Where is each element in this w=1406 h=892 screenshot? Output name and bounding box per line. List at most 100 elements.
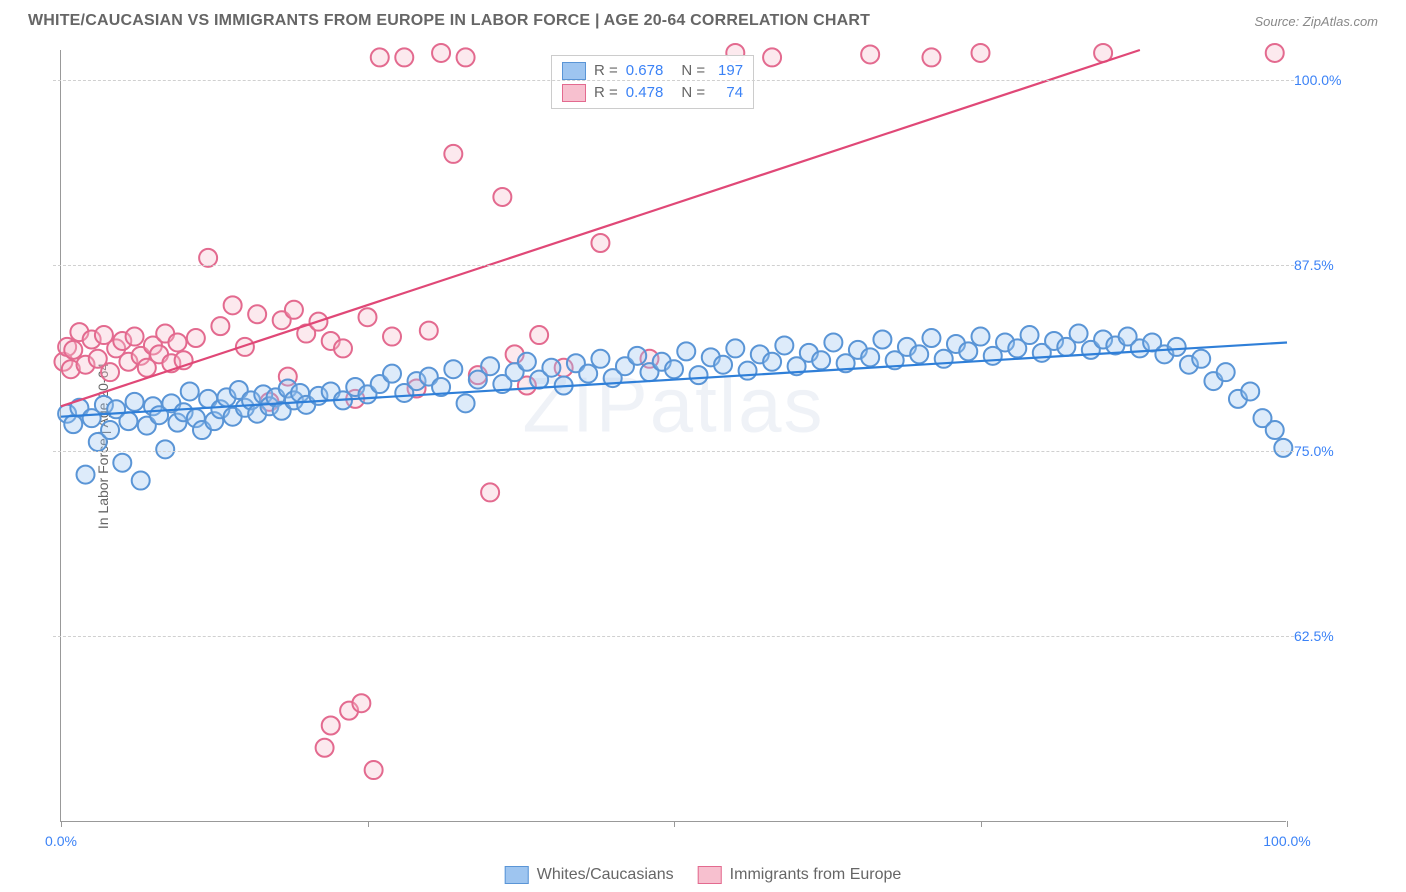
scatter-point xyxy=(922,48,940,66)
scatter-point xyxy=(352,694,370,712)
scatter-point xyxy=(248,305,266,323)
scatter-point xyxy=(1241,382,1259,400)
scatter-point xyxy=(432,44,450,62)
scatter-point xyxy=(1274,439,1292,457)
correlation-legend: R = 0.678N = 197R = 0.478N = 74 xyxy=(551,55,754,109)
scatter-point xyxy=(1266,421,1284,439)
x-tick-mark xyxy=(368,821,369,827)
source-label: Source: ZipAtlas.com xyxy=(1254,14,1378,29)
chart-container: In Labor Force | Age 20-64 ZIPatlas R = … xyxy=(40,50,1386,842)
scatter-point xyxy=(132,472,150,490)
scatter-point xyxy=(444,360,462,378)
scatter-point xyxy=(383,365,401,383)
x-tick-label: 0.0% xyxy=(45,833,77,849)
y-tick-label: 87.5% xyxy=(1294,257,1354,273)
scatter-point xyxy=(1192,350,1210,368)
legend-label: Whites/Caucasians xyxy=(537,866,674,884)
scatter-point xyxy=(395,48,413,66)
scatter-point xyxy=(481,483,499,501)
scatter-point xyxy=(199,249,217,267)
scatter-point xyxy=(959,342,977,360)
scatter-point xyxy=(457,394,475,412)
scatter-point xyxy=(322,717,340,735)
r-label: R = xyxy=(594,82,618,104)
plot-area: ZIPatlas R = 0.678N = 197R = 0.478N = 74… xyxy=(60,50,1286,822)
scatter-point xyxy=(334,339,352,357)
n-label: N = xyxy=(681,82,705,104)
scatter-point xyxy=(187,329,205,347)
gridline xyxy=(53,636,1294,637)
scatter-point xyxy=(101,363,119,381)
legend-swatch xyxy=(562,84,586,102)
scatter-point xyxy=(530,326,548,344)
legend-item: Whites/Caucasians xyxy=(505,866,674,884)
scatter-point xyxy=(591,350,609,368)
scatter-point xyxy=(64,341,82,359)
scatter-point xyxy=(126,328,144,346)
correlation-row: R = 0.678N = 197 xyxy=(562,60,743,82)
scatter-point xyxy=(775,336,793,354)
scatter-point xyxy=(739,362,757,380)
chart-title: WHITE/CAUCASIAN VS IMMIGRANTS FROM EUROP… xyxy=(28,12,870,30)
scatter-point xyxy=(168,333,186,351)
scatter-point xyxy=(542,359,560,377)
scatter-point xyxy=(935,350,953,368)
scatter-point xyxy=(211,317,229,335)
scatter-point xyxy=(824,333,842,351)
x-tick-mark xyxy=(674,821,675,827)
scatter-point xyxy=(1217,363,1235,381)
legend-swatch xyxy=(505,866,529,884)
series-legend: Whites/Caucasians Immigrants from Europe xyxy=(505,866,902,884)
scatter-point xyxy=(677,342,695,360)
scatter-point xyxy=(457,48,475,66)
scatter-point xyxy=(812,351,830,369)
y-tick-label: 62.5% xyxy=(1294,628,1354,644)
x-tick-mark xyxy=(61,821,62,827)
scatter-point xyxy=(763,48,781,66)
gridline xyxy=(53,265,1294,266)
x-tick-mark xyxy=(981,821,982,827)
scatter-point xyxy=(126,393,144,411)
x-tick-label: 100.0% xyxy=(1263,833,1310,849)
scatter-point xyxy=(77,466,95,484)
scatter-point xyxy=(1168,338,1186,356)
scatter-point xyxy=(481,357,499,375)
scatter-point xyxy=(365,761,383,779)
scatter-point xyxy=(1021,326,1039,344)
y-tick-label: 100.0% xyxy=(1294,72,1354,88)
gridline xyxy=(53,451,1294,452)
scatter-point xyxy=(181,382,199,400)
r-value: 0.678 xyxy=(626,60,664,82)
legend-swatch xyxy=(698,866,722,884)
scatter-point xyxy=(1266,44,1284,62)
scatter-point xyxy=(113,454,131,472)
scatter-point xyxy=(371,48,389,66)
scatter-point xyxy=(922,329,940,347)
y-tick-label: 75.0% xyxy=(1294,443,1354,459)
scatter-point xyxy=(972,328,990,346)
scatter-point xyxy=(690,366,708,384)
scatter-point xyxy=(1070,325,1088,343)
scatter-point xyxy=(579,365,597,383)
legend-item: Immigrants from Europe xyxy=(698,866,902,884)
n-value: 74 xyxy=(713,82,743,104)
legend-swatch xyxy=(562,62,586,80)
scatter-point xyxy=(861,348,879,366)
x-tick-mark xyxy=(1287,821,1288,827)
n-value: 197 xyxy=(713,60,743,82)
scatter-point xyxy=(359,308,377,326)
n-label: N = xyxy=(681,60,705,82)
scatter-svg xyxy=(61,50,1286,821)
r-value: 0.478 xyxy=(626,82,664,104)
scatter-point xyxy=(420,322,438,340)
scatter-point xyxy=(383,328,401,346)
scatter-point xyxy=(910,345,928,363)
scatter-point xyxy=(714,356,732,374)
scatter-point xyxy=(972,44,990,62)
scatter-point xyxy=(873,331,891,349)
scatter-point xyxy=(316,739,334,757)
scatter-point xyxy=(101,421,119,439)
gridline xyxy=(53,80,1294,81)
scatter-point xyxy=(64,415,82,433)
scatter-point xyxy=(119,412,137,430)
